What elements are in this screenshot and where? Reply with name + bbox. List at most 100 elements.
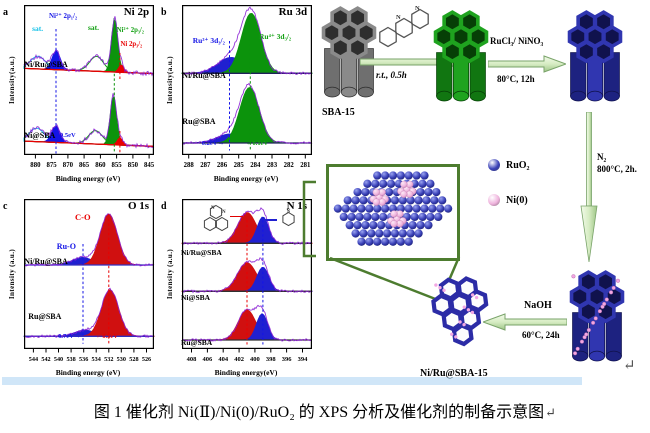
annotation--0-5ev: ←0.5eV [95, 333, 119, 340]
step3-conditions: 800°C, 2h. [597, 164, 637, 174]
legend-item-ni0: Ni(0) [488, 194, 528, 206]
svg-text:396: 396 [282, 356, 293, 363]
svg-text:408: 408 [187, 356, 198, 363]
step1-conditions: r.t., 0.5h [376, 70, 407, 80]
svg-text:855: 855 [111, 162, 122, 169]
pyridine-tie-line [264, 219, 278, 221]
annotation-ni-2p-: Ni 2p₃/₂ [120, 40, 143, 48]
calcined-tube-bundle-icon [568, 268, 626, 373]
sba15-label: SBA-15 [322, 107, 355, 118]
highlight-band [2, 377, 582, 385]
svg-text:528: 528 [129, 356, 138, 363]
annotation-ni-2p-: Ni²⁺ 2p₃/₂ [116, 27, 144, 35]
y-axis-label: Intensity (a.u.) [8, 248, 16, 300]
step3-arrow-icon [578, 111, 600, 267]
annotation-ru-sba: Ru@SBA [182, 117, 216, 127]
y-axis-label: Intensity(a.u.) [8, 55, 16, 105]
x-axis-label: Binding energy (eV) [55, 174, 121, 183]
step4-arrow-icon [481, 310, 568, 339]
annotation-sat-: sat. [32, 24, 44, 34]
svg-text:534: 534 [92, 356, 101, 363]
y-axis-label: Intensity (a.u.) [166, 248, 174, 300]
annotation-ni-2p: Ni 2p [123, 6, 150, 19]
annotation-ru-3d-: Ru⁴⁺ 3d₃/₂ [259, 31, 292, 41]
svg-text:N: N [415, 5, 420, 12]
svg-text:N: N [222, 210, 226, 215]
svg-text:536: 536 [79, 356, 88, 363]
svg-text:880: 880 [30, 162, 41, 169]
annotation-0-7ev-: 0.7eV→ [58, 333, 81, 340]
svg-text:845: 845 [144, 162, 155, 169]
xps-panel-ru3d: b Intensity(a.u.) 288 287 286 285 284 283 282 2… [160, 2, 317, 195]
annotation-ru-3d: Ru 3d [278, 6, 308, 19]
annotation-0-2ev-: 0.2eV→ [201, 139, 225, 147]
annotation-ni-ru-sba: Ni/Ru@SBA [181, 248, 222, 258]
svg-text:400: 400 [250, 356, 260, 363]
panel-letter-a: a [3, 7, 8, 18]
n1s-plot-area: 408 406 404 402 400 398 396 394 N 1s Ni/Ru@SBA Ni@… [181, 199, 313, 363]
svg-text:526: 526 [142, 356, 151, 363]
caption-text: 图 1 催化剂 Ni(Ⅱ)/Ni(0)/RuO₂ 的 XPS 分析及催化剂的制备… [93, 404, 545, 421]
svg-text:287: 287 [200, 162, 211, 169]
svg-text:N: N [286, 209, 290, 214]
callout-bracket-icon [299, 180, 319, 265]
step2-arrow-icon [487, 52, 568, 81]
annotation-ru-sba: Ru@SBA [181, 338, 213, 348]
annotation-n-1s: N 1s [286, 200, 308, 213]
svg-text:875: 875 [46, 162, 57, 169]
svg-text:538: 538 [66, 356, 75, 363]
x-axis-label: Binding energy(eV) [214, 368, 278, 377]
annotation-ru-sba: Ru@SBA [28, 312, 62, 321]
svg-text:402: 402 [234, 356, 244, 363]
svg-text:530: 530 [117, 356, 126, 363]
return-mark: ↵ [623, 358, 636, 374]
pyridine-structure-icon: N [282, 209, 295, 226]
b-plot-svg: 288 287 286 285 284 283 282 281 [181, 5, 313, 169]
panel-letter-d: d [161, 201, 167, 212]
svg-text:544: 544 [29, 356, 38, 363]
svg-text:283: 283 [267, 162, 278, 169]
annotation-ni-ru-sba: Ni/Ru@SBA [182, 70, 226, 80]
annotation-ni-ru-sba: Ni/Ru@SBA [24, 60, 68, 70]
annotation-ni-2p-: Ni²⁺ 2p₁/₂ [49, 11, 78, 20]
legend-item-ruo2: RuO₂ [488, 159, 530, 171]
svg-text:284: 284 [250, 162, 261, 169]
xps-panel-o1s: c Intensity (a.u.) 544 542 540 538 536 534 532… [2, 196, 159, 389]
inset-lattice-box [326, 164, 460, 261]
ni2p-plot-area: 880 875 870 865 860 855 850 845 Ni 2p sat. Ni²⁺ 2p… [23, 5, 155, 169]
annotation--0-5ev: ←0.5eV [53, 132, 76, 140]
annotation--0-1ev: ←0.1eV [246, 139, 269, 147]
o1s-plot-area: 544 542 540 538 536 534 532 530 528 526 O 1s C-O Ru-… [23, 199, 155, 363]
d-plot-svg: 408 406 404 402 400 398 396 394 [181, 199, 313, 363]
annotation-ru-o: Ru-O [56, 242, 76, 252]
a-plot-svg: 880 875 870 865 860 855 850 845 [23, 5, 155, 169]
niru-sba15-cluster-icon [430, 274, 490, 363]
impregnated-tube-bundle-icon [566, 8, 624, 113]
svg-text:542: 542 [41, 356, 50, 363]
svg-text:532: 532 [104, 356, 113, 363]
ru3d-plot-area: 288 287 286 285 284 283 282 281 Ru 3d Ru³⁺ 3d₃/₂ R… [181, 5, 313, 169]
svg-text:860: 860 [95, 162, 106, 169]
svg-text:281: 281 [300, 162, 311, 169]
step4-reagent: NaOH [524, 300, 552, 311]
caption-return-mark: ↵ [545, 405, 557, 420]
legend-ni0-label: Ni(0) [506, 194, 528, 206]
x-axis-label: Binding energy (eV) [213, 174, 279, 183]
c-plot-svg: 544 542 540 538 536 534 532 530 528 526 [23, 199, 155, 363]
svg-text:398: 398 [266, 356, 277, 363]
annotation-ru-3d-: Ru³⁺ 3d₃/₂ [192, 36, 225, 46]
phen-tie-line [230, 215, 244, 217]
svg-text:850: 850 [128, 162, 139, 169]
panel-letter-c: c [3, 201, 8, 212]
ruo2-ni-lattice-illustration [330, 168, 456, 257]
svg-text:870: 870 [63, 162, 74, 169]
annotation-ni-sba: Ni@SBA [24, 130, 56, 140]
svg-text:285: 285 [234, 162, 245, 169]
step3-gas: N₂ [597, 152, 607, 162]
svg-text:282: 282 [284, 162, 295, 169]
step2-reagent: RuCl₃/ NiNO₃ [490, 36, 544, 46]
xps-panel-ni2p: a Intensity(a.u.) 880 875 870 865 860 855 850 8… [2, 2, 159, 195]
